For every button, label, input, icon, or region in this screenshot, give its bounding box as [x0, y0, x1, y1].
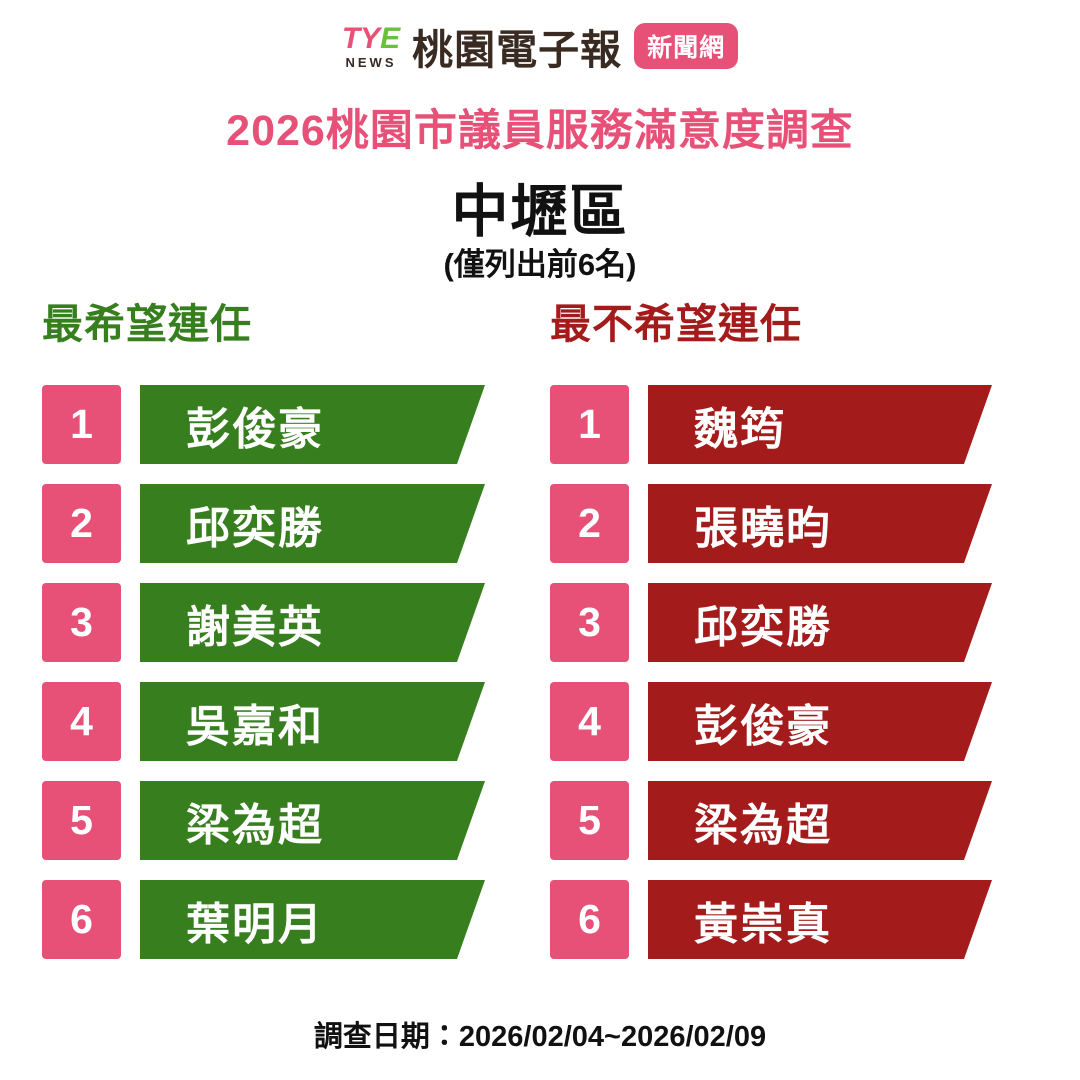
- not-hope-row-4: 4 彭俊豪: [550, 682, 992, 761]
- rank-badge: 1: [550, 385, 629, 464]
- tye-news-logomark: TYE NEWS: [341, 21, 401, 70]
- rank-badge: 2: [550, 484, 629, 563]
- brand-name: 桃園電子報: [412, 27, 623, 73]
- rank-badge: 4: [550, 682, 629, 761]
- not-hope-row-3: 3 邱奕勝: [550, 583, 992, 662]
- rank-badge: 1: [42, 385, 121, 464]
- rank-badge: 4: [42, 682, 121, 761]
- rank-badge: 5: [550, 781, 629, 860]
- candidate-name-bar: 邱奕勝: [648, 583, 992, 662]
- rank-badge: 2: [42, 484, 121, 563]
- not-hope-row-1: 1 魏筠: [550, 385, 992, 464]
- candidate-name-bar: 梁為超: [140, 781, 485, 860]
- rank-badge: 6: [42, 880, 121, 959]
- candidate-name-bar: 彭俊豪: [140, 385, 485, 464]
- survey-date: 調查日期：2026/02/04~2026/02/09: [313, 1021, 767, 1053]
- not-hope-row-6: 6 黃崇真: [550, 880, 992, 959]
- candidate-name-bar: 梁為超: [648, 781, 992, 860]
- candidate-name-bar: 魏筠: [648, 385, 992, 464]
- column-not-hope-header: 最不希望連任: [550, 301, 802, 347]
- hope-row-3: 3 謝美英: [42, 583, 485, 662]
- not-hope-row-5: 5 梁為超: [550, 781, 992, 860]
- candidate-name-bar: 彭俊豪: [648, 682, 992, 761]
- district-note: (僅列出前6名): [443, 247, 637, 282]
- district-title: 中壢區: [451, 180, 629, 244]
- news-network-badge: 新聞網: [634, 23, 739, 69]
- not-hope-row-2: 2 張曉昀: [550, 484, 992, 563]
- news-wordmark: NEWS: [345, 54, 397, 70]
- rank-badge: 3: [550, 583, 629, 662]
- rank-badge: 6: [550, 880, 629, 959]
- tye-letters-ty: TY: [341, 21, 381, 55]
- news-logo: TYE NEWS 桃園電子報 新聞網: [0, 16, 1080, 76]
- candidate-name-bar: 邱奕勝: [140, 484, 485, 563]
- candidate-name-bar: 謝美英: [140, 583, 485, 662]
- tye-letter-e: E: [380, 21, 401, 55]
- rank-badge: 3: [42, 583, 121, 662]
- hope-row-1: 1 彭俊豪: [42, 385, 485, 464]
- column-hope-header: 最希望連任: [42, 301, 252, 347]
- survey-title: 2026桃園市議員服務滿意度調查: [226, 107, 854, 155]
- hope-row-4: 4 吳嘉和: [42, 682, 485, 761]
- candidate-name-bar: 吳嘉和: [140, 682, 485, 761]
- hope-row-6: 6 葉明月: [42, 880, 485, 959]
- candidate-name-bar: 葉明月: [140, 880, 485, 959]
- candidate-name-bar: 張曉昀: [648, 484, 992, 563]
- hope-row-2: 2 邱奕勝: [42, 484, 485, 563]
- column-not-hope-reelect: 最不希望連任 1 魏筠 2 張曉昀 3 邱奕勝 4 彭俊豪 5 梁為超 6 黃崇…: [550, 299, 992, 979]
- column-hope-reelect: 最希望連任 1 彭俊豪 2 邱奕勝 3 謝美英 4 吳嘉和 5 梁為超 6 葉明…: [42, 299, 485, 979]
- candidate-name-bar: 黃崇真: [648, 880, 992, 959]
- rank-badge: 5: [42, 781, 121, 860]
- tye-wordmark: TYE: [341, 21, 401, 55]
- hope-row-5: 5 梁為超: [42, 781, 485, 860]
